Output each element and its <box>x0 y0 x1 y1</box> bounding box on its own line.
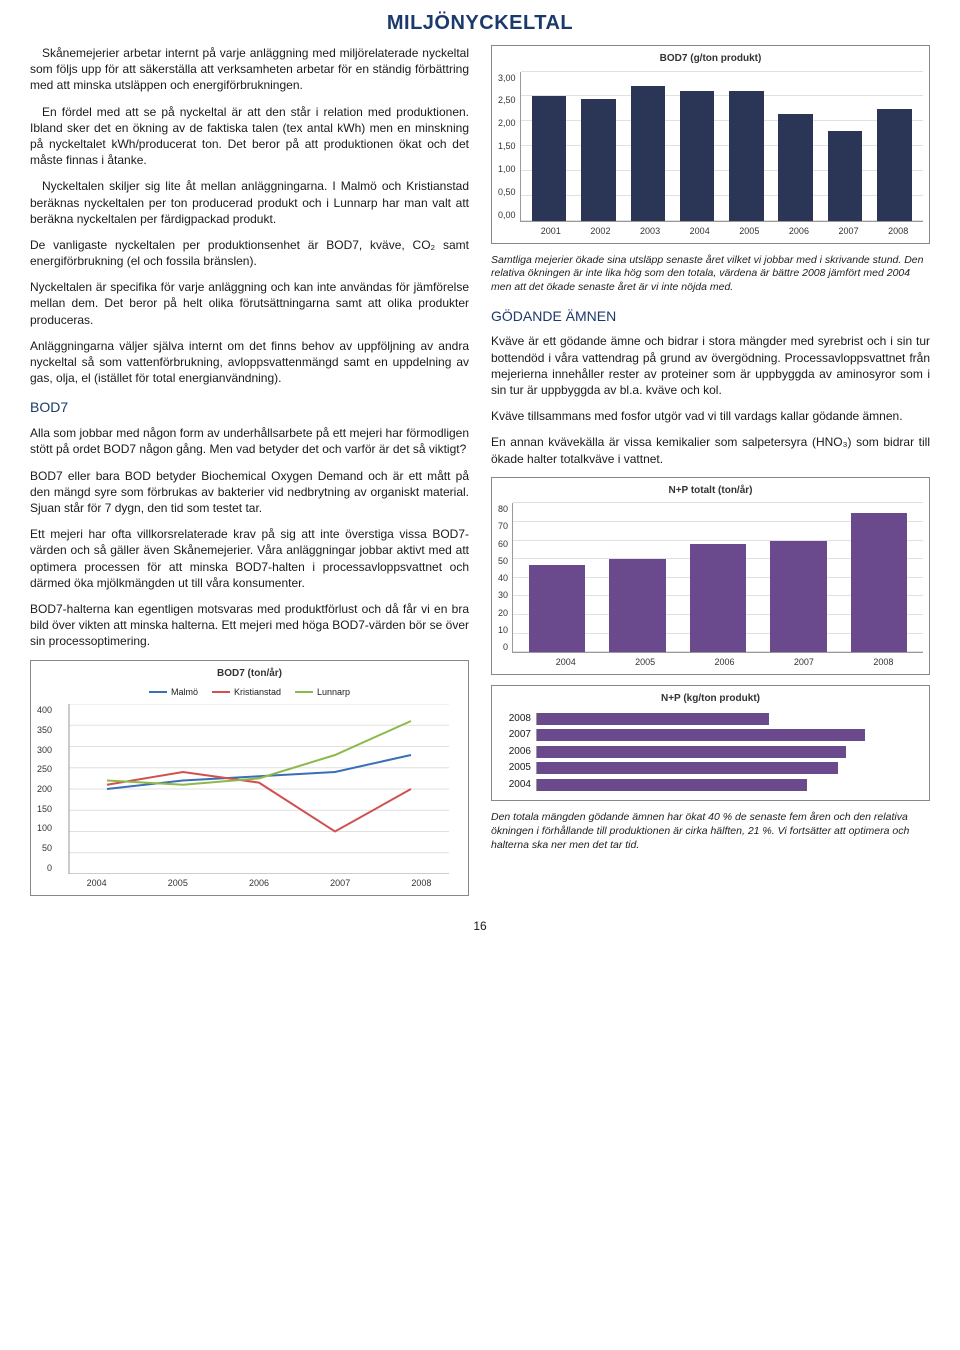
hbar-row: 2007 <box>498 728 923 742</box>
hbar-row: 2005 <box>498 761 923 775</box>
legend-label: Lunnarp <box>317 686 350 698</box>
bar <box>778 114 813 221</box>
hbar-label: 2004 <box>498 778 536 792</box>
para: Anläggningarna väljer själva internt om … <box>30 338 469 387</box>
hbar-label: 2007 <box>498 728 536 742</box>
bar <box>609 559 665 652</box>
hbar-label: 2006 <box>498 745 536 759</box>
two-column-layout: Skånemejerier arbetar internt på varje a… <box>30 45 930 906</box>
para: Skånemejerier arbetar internt på varje a… <box>30 45 469 94</box>
para: Nyckeltalen är specifika för varje anläg… <box>30 279 469 328</box>
bar <box>770 541 826 653</box>
hbar-row: 2006 <box>498 745 923 759</box>
bar <box>680 91 715 220</box>
para: Ett mejeri har ofta villkorsrelaterade k… <box>30 526 469 591</box>
chart-np-total: N+P totalt (ton/år) 80706050403020100 20… <box>491 477 930 676</box>
legend-swatch-kristianstad <box>212 691 230 693</box>
legend-label: Malmö <box>171 686 198 698</box>
chart-caption: Samtliga mejerier ökade sina utsläpp sen… <box>491 254 930 295</box>
chart-title: N+P (kg/ton produkt) <box>498 692 923 706</box>
legend-label: Kristianstad <box>234 686 281 698</box>
page-number: 16 <box>30 918 930 934</box>
bar <box>532 96 567 220</box>
hbar-row: 2004 <box>498 778 923 792</box>
legend-swatch-malmo <box>149 691 167 693</box>
chart-bod7-g: BOD7 (g/ton produkt) 3,002,502,001,501,0… <box>491 45 930 244</box>
bar <box>828 131 863 220</box>
x-axis: 20042005200620072008 <box>56 877 462 889</box>
hbar-fill <box>537 713 769 725</box>
hbar-label: 2008 <box>498 712 536 726</box>
legend-swatch-lunnarp <box>295 691 313 693</box>
x-axis: 20042005200620072008 <box>526 656 923 668</box>
plot-area <box>520 72 923 222</box>
chart-caption: Den totala mängden gödande ämnen har öka… <box>491 811 930 852</box>
left-column: Skånemejerier arbetar internt på varje a… <box>30 45 469 906</box>
bar <box>690 544 746 652</box>
para: Kväve tillsammans med fosfor utgör vad v… <box>491 408 930 424</box>
plot-area <box>512 503 923 653</box>
page-title: MILJÖNYCKELTAL <box>30 10 930 37</box>
hbar-label: 2005 <box>498 761 536 775</box>
bar <box>851 513 907 653</box>
hbar-group: 2008 2007 2006 2005 2004 <box>498 712 923 792</box>
y-axis: 80706050403020100 <box>498 503 512 653</box>
bar <box>631 86 666 220</box>
chart-np-kg: N+P (kg/ton produkt) 2008200720062005200… <box>491 685 930 801</box>
section-heading-bod7: BOD7 <box>30 398 469 417</box>
bar <box>581 99 616 221</box>
bar <box>729 91 764 220</box>
x-axis: 20012002200320042005200620072008 <box>526 225 923 237</box>
chart-bod7-ton: BOD7 (ton/år) Malmö Kristianstad Lunnarp… <box>30 660 469 897</box>
para: BOD7-halterna kan egentligen motsvaras m… <box>30 601 469 650</box>
hbar-fill <box>537 729 865 741</box>
line-chart-svg <box>56 704 462 874</box>
para: De vanligaste nyckeltalen per produktion… <box>30 237 469 269</box>
hbar-fill <box>537 779 807 791</box>
para: Alla som jobbar med någon form av underh… <box>30 425 469 457</box>
bar <box>529 565 585 653</box>
y-axis: 3,002,502,001,501,000,500,00 <box>498 72 520 222</box>
hbar-fill <box>537 746 846 758</box>
right-column: BOD7 (g/ton produkt) 3,002,502,001,501,0… <box>491 45 930 906</box>
para: En fördel med att se på nyckeltal är att… <box>30 104 469 169</box>
bar <box>877 109 912 221</box>
para: En annan kvävekälla är vissa kemikalier … <box>491 434 930 466</box>
para: BOD7 eller bara BOD betyder Biochemical … <box>30 468 469 517</box>
hbar-fill <box>537 762 838 774</box>
chart-legend: Malmö Kristianstad Lunnarp <box>37 686 462 698</box>
chart-title: BOD7 (ton/år) <box>37 667 462 681</box>
series-lunnarp <box>107 721 411 785</box>
chart-title: BOD7 (g/ton produkt) <box>498 52 923 66</box>
y-axis: 400350300250200150100500 <box>37 704 56 874</box>
para: Nyckeltalen skiljer sig lite åt mellan a… <box>30 178 469 227</box>
series-kristianstad <box>107 772 411 832</box>
section-heading-godande: GÖDANDE ÄMNEN <box>491 307 930 326</box>
hbar-row: 2008 <box>498 712 923 726</box>
chart-title: N+P totalt (ton/år) <box>498 484 923 498</box>
para: Kväve är ett gödande ämne och bidrar i s… <box>491 333 930 398</box>
